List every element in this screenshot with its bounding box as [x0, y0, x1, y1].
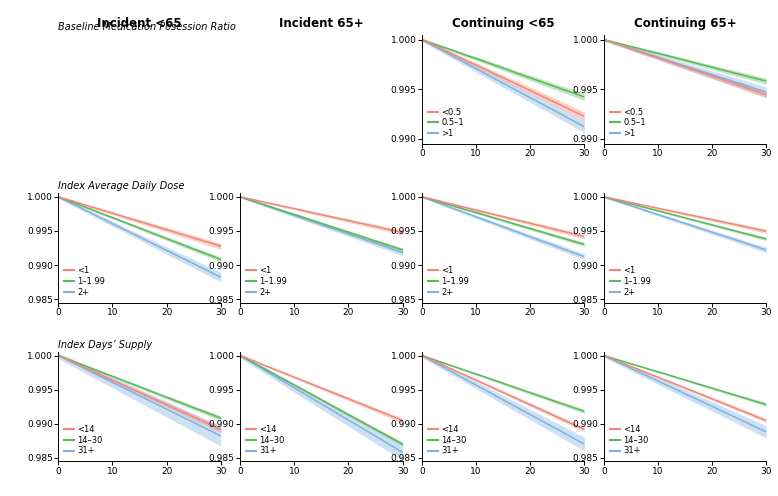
- Text: Continuing <65: Continuing <65: [452, 17, 555, 30]
- Legend: <1, 1–1.99, 2+: <1, 1–1.99, 2+: [62, 265, 107, 299]
- Text: Baseline Medication Posession Ratio: Baseline Medication Posession Ratio: [58, 22, 237, 32]
- Legend: <14, 14–30, 31+: <14, 14–30, 31+: [62, 424, 104, 457]
- Legend: <0.5, 0.5–1, >1: <0.5, 0.5–1, >1: [608, 106, 647, 140]
- Legend: <0.5, 0.5–1, >1: <0.5, 0.5–1, >1: [426, 106, 465, 140]
- Legend: <1, 1–1.99, 2+: <1, 1–1.99, 2+: [608, 265, 653, 299]
- Text: Incident <65: Incident <65: [97, 17, 182, 30]
- Legend: <14, 14–30, 31+: <14, 14–30, 31+: [244, 424, 286, 457]
- Text: Incident 65+: Incident 65+: [279, 17, 364, 30]
- Legend: <1, 1–1.99, 2+: <1, 1–1.99, 2+: [426, 265, 471, 299]
- Text: Index Days’ Supply: Index Days’ Supply: [58, 340, 152, 350]
- Legend: <1, 1–1.99, 2+: <1, 1–1.99, 2+: [244, 265, 289, 299]
- Legend: <14, 14–30, 31+: <14, 14–30, 31+: [426, 424, 468, 457]
- Text: Continuing 65+: Continuing 65+: [634, 17, 737, 30]
- Legend: <14, 14–30, 31+: <14, 14–30, 31+: [608, 424, 650, 457]
- Text: Index Average Daily Dose: Index Average Daily Dose: [58, 181, 184, 191]
